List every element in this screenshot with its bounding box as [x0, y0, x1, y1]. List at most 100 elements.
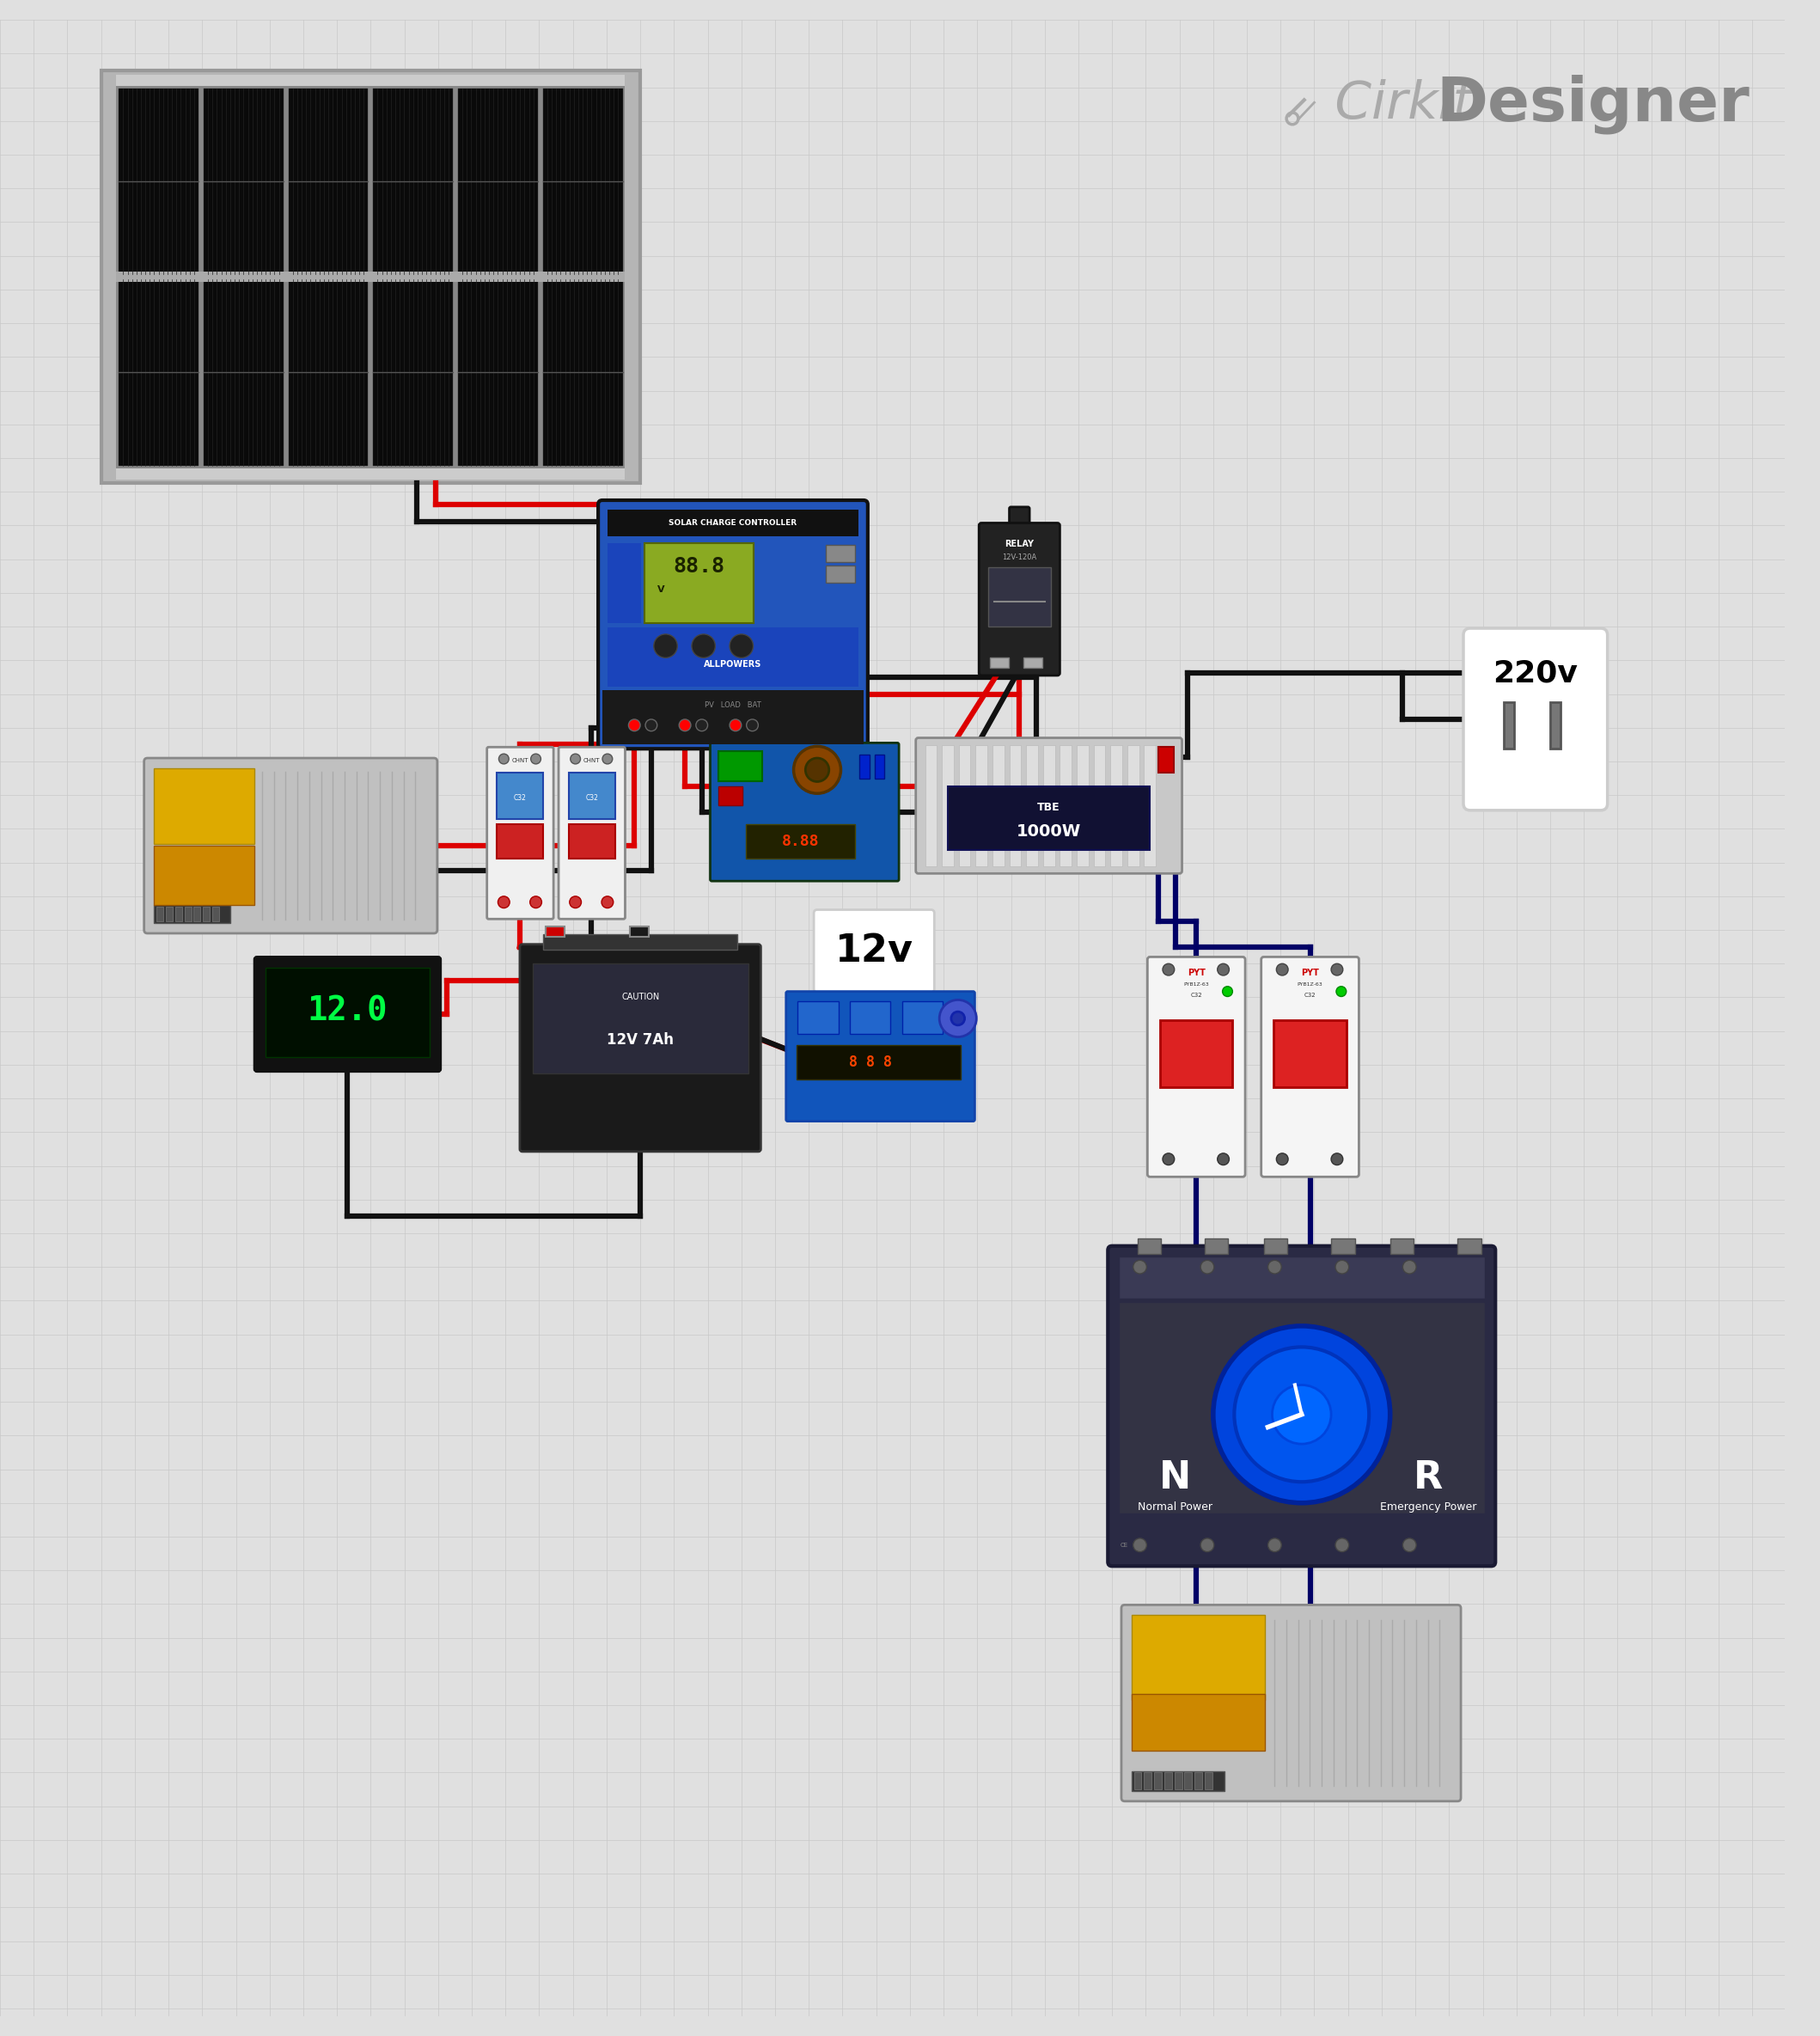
- Circle shape: [1201, 1539, 1214, 1551]
- Text: Cirkit: Cirkit: [1318, 79, 1474, 130]
- Bar: [118, 279, 198, 466]
- Circle shape: [730, 633, 753, 658]
- Text: C32: C32: [1190, 992, 1203, 998]
- Bar: [1274, 1020, 1347, 1087]
- Circle shape: [746, 719, 759, 731]
- Bar: [988, 568, 1050, 627]
- Bar: [925, 745, 937, 865]
- Circle shape: [1201, 1260, 1214, 1275]
- Bar: [1158, 747, 1174, 772]
- Circle shape: [1336, 1539, 1349, 1551]
- Bar: [546, 926, 564, 937]
- Bar: [746, 825, 855, 859]
- Bar: [1010, 745, 1021, 865]
- Circle shape: [806, 757, 828, 782]
- Text: PYB1Z-63: PYB1Z-63: [1183, 983, 1208, 987]
- Bar: [542, 88, 622, 275]
- Text: PYT: PYT: [1187, 969, 1205, 977]
- Bar: [157, 906, 164, 922]
- Text: PV   LOAD   BAT: PV LOAD BAT: [704, 700, 761, 709]
- Bar: [373, 88, 453, 275]
- Circle shape: [952, 1012, 965, 1026]
- Text: ALLPOWERS: ALLPOWERS: [704, 660, 763, 668]
- Circle shape: [939, 1000, 977, 1036]
- FancyBboxPatch shape: [488, 747, 553, 918]
- Bar: [1059, 745, 1072, 865]
- Text: Emergency Power: Emergency Power: [1380, 1503, 1476, 1513]
- Circle shape: [602, 896, 613, 908]
- FancyBboxPatch shape: [915, 737, 1181, 873]
- Circle shape: [1223, 985, 1232, 996]
- Circle shape: [692, 633, 715, 658]
- Bar: [544, 935, 737, 949]
- Bar: [459, 88, 537, 275]
- Circle shape: [1330, 963, 1343, 975]
- Bar: [1551, 702, 1560, 749]
- Bar: [1094, 745, 1105, 865]
- Bar: [1119, 1303, 1485, 1513]
- Bar: [795, 1044, 961, 1079]
- Text: 12V-120A: 12V-120A: [1003, 554, 1037, 562]
- Circle shape: [653, 633, 677, 658]
- Bar: [797, 1002, 839, 1034]
- Circle shape: [1163, 963, 1174, 975]
- FancyBboxPatch shape: [979, 523, 1059, 676]
- Text: 12.0: 12.0: [308, 994, 388, 1028]
- Circle shape: [794, 747, 841, 794]
- Bar: [1503, 702, 1514, 749]
- Circle shape: [602, 753, 613, 764]
- Text: C32: C32: [1305, 992, 1316, 998]
- FancyBboxPatch shape: [599, 501, 868, 749]
- Bar: [608, 627, 859, 686]
- Circle shape: [1269, 1260, 1281, 1275]
- Bar: [1263, 1238, 1287, 1254]
- Text: Designer: Designer: [1436, 75, 1749, 134]
- Bar: [1145, 745, 1156, 865]
- FancyBboxPatch shape: [559, 747, 624, 918]
- Bar: [373, 279, 453, 466]
- Bar: [1390, 1238, 1414, 1254]
- Bar: [542, 279, 622, 466]
- Circle shape: [1218, 963, 1229, 975]
- Text: RELAY: RELAY: [1005, 540, 1034, 548]
- FancyBboxPatch shape: [1147, 957, 1245, 1177]
- Text: Normal Power: Normal Power: [1138, 1503, 1212, 1513]
- Bar: [116, 75, 624, 86]
- FancyBboxPatch shape: [102, 71, 641, 483]
- Text: 88.8: 88.8: [673, 556, 724, 576]
- Bar: [1138, 1238, 1161, 1254]
- FancyBboxPatch shape: [1261, 957, 1360, 1177]
- Bar: [116, 86, 624, 468]
- Circle shape: [730, 719, 741, 731]
- Text: 12V 7Ah: 12V 7Ah: [606, 1032, 673, 1047]
- Circle shape: [1134, 1260, 1147, 1275]
- Bar: [1026, 745, 1037, 865]
- Bar: [1159, 1020, 1232, 1087]
- Circle shape: [570, 896, 581, 908]
- Circle shape: [695, 719, 708, 731]
- Bar: [204, 88, 284, 275]
- Circle shape: [570, 753, 581, 764]
- Circle shape: [499, 753, 510, 764]
- FancyBboxPatch shape: [255, 957, 440, 1071]
- FancyBboxPatch shape: [144, 757, 437, 932]
- Circle shape: [679, 719, 692, 731]
- Circle shape: [1218, 1152, 1229, 1165]
- Circle shape: [1403, 1260, 1416, 1275]
- Circle shape: [1336, 1260, 1349, 1275]
- Circle shape: [1276, 963, 1289, 975]
- Circle shape: [530, 896, 542, 908]
- Bar: [608, 509, 859, 535]
- Bar: [1330, 1238, 1354, 1254]
- Text: 8 8 8: 8 8 8: [848, 1055, 892, 1071]
- Bar: [1458, 1238, 1481, 1254]
- Bar: [116, 273, 624, 281]
- FancyBboxPatch shape: [1108, 1246, 1496, 1566]
- Circle shape: [1269, 1539, 1281, 1551]
- Bar: [288, 88, 368, 275]
- Bar: [1145, 1773, 1152, 1790]
- FancyBboxPatch shape: [814, 910, 934, 992]
- Text: V: V: [657, 584, 664, 595]
- Bar: [630, 926, 648, 937]
- Text: C32: C32: [513, 794, 526, 802]
